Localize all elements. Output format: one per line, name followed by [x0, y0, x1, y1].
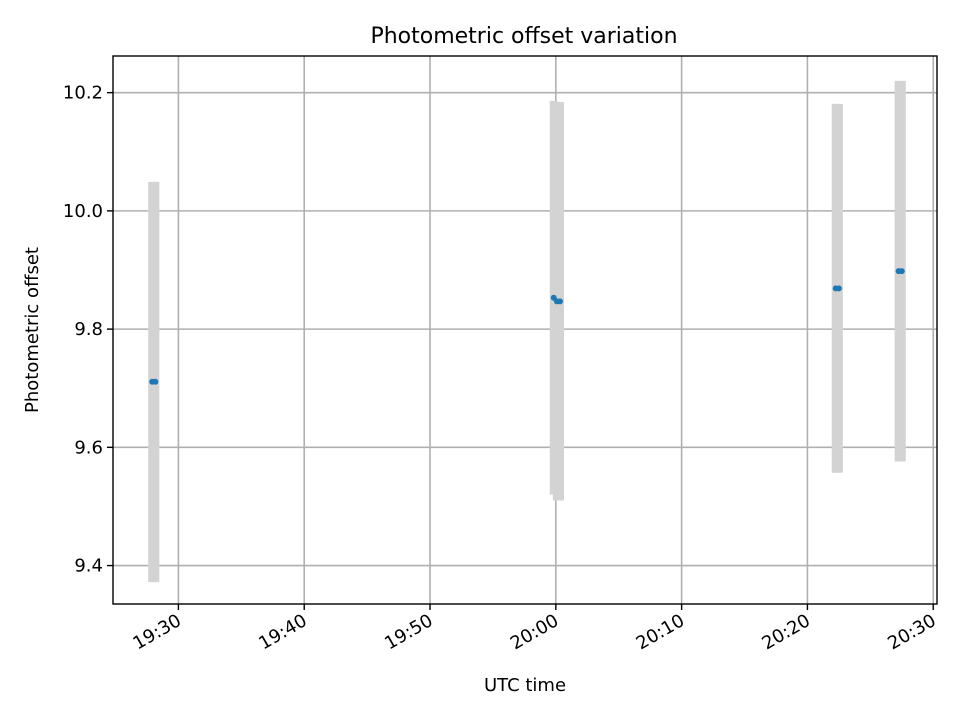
x-axis-ticks: 19:30 19:40 19:50 20:00 20:10 20:20 20:30	[129, 604, 940, 654]
data-point	[898, 268, 905, 275]
chart-title: Photometric offset variation	[370, 24, 677, 49]
x-tick-label: 19:40	[255, 610, 310, 654]
y-axis-label: Photometric offset	[22, 247, 43, 413]
x-tick-label: 20:20	[758, 610, 813, 654]
y-tick-label: 9.6	[74, 437, 103, 458]
error-bars	[148, 80, 906, 583]
plot-frame	[112, 55, 938, 605]
x-tick-label: 20:30	[884, 610, 939, 654]
x-axis-label: UTC time	[484, 675, 566, 696]
y-axis-ticks: 9.4 9.6 9.8 10.0 10.2	[63, 83, 113, 577]
x-tick-label: 20:00	[507, 610, 562, 654]
data-point	[835, 285, 842, 292]
data-point	[152, 378, 159, 385]
y-tick-label: 10.0	[63, 201, 103, 222]
x-tick-label: 19:50	[381, 610, 436, 654]
y-tick-label: 10.2	[63, 83, 103, 104]
y-tick-label: 9.4	[74, 556, 103, 577]
y-tick-label: 9.8	[74, 319, 103, 340]
grid	[113, 56, 937, 604]
x-tick-label: 19:30	[129, 610, 184, 654]
x-tick-label: 20:10	[633, 610, 688, 654]
data-point	[557, 298, 564, 305]
data-points	[149, 268, 905, 385]
